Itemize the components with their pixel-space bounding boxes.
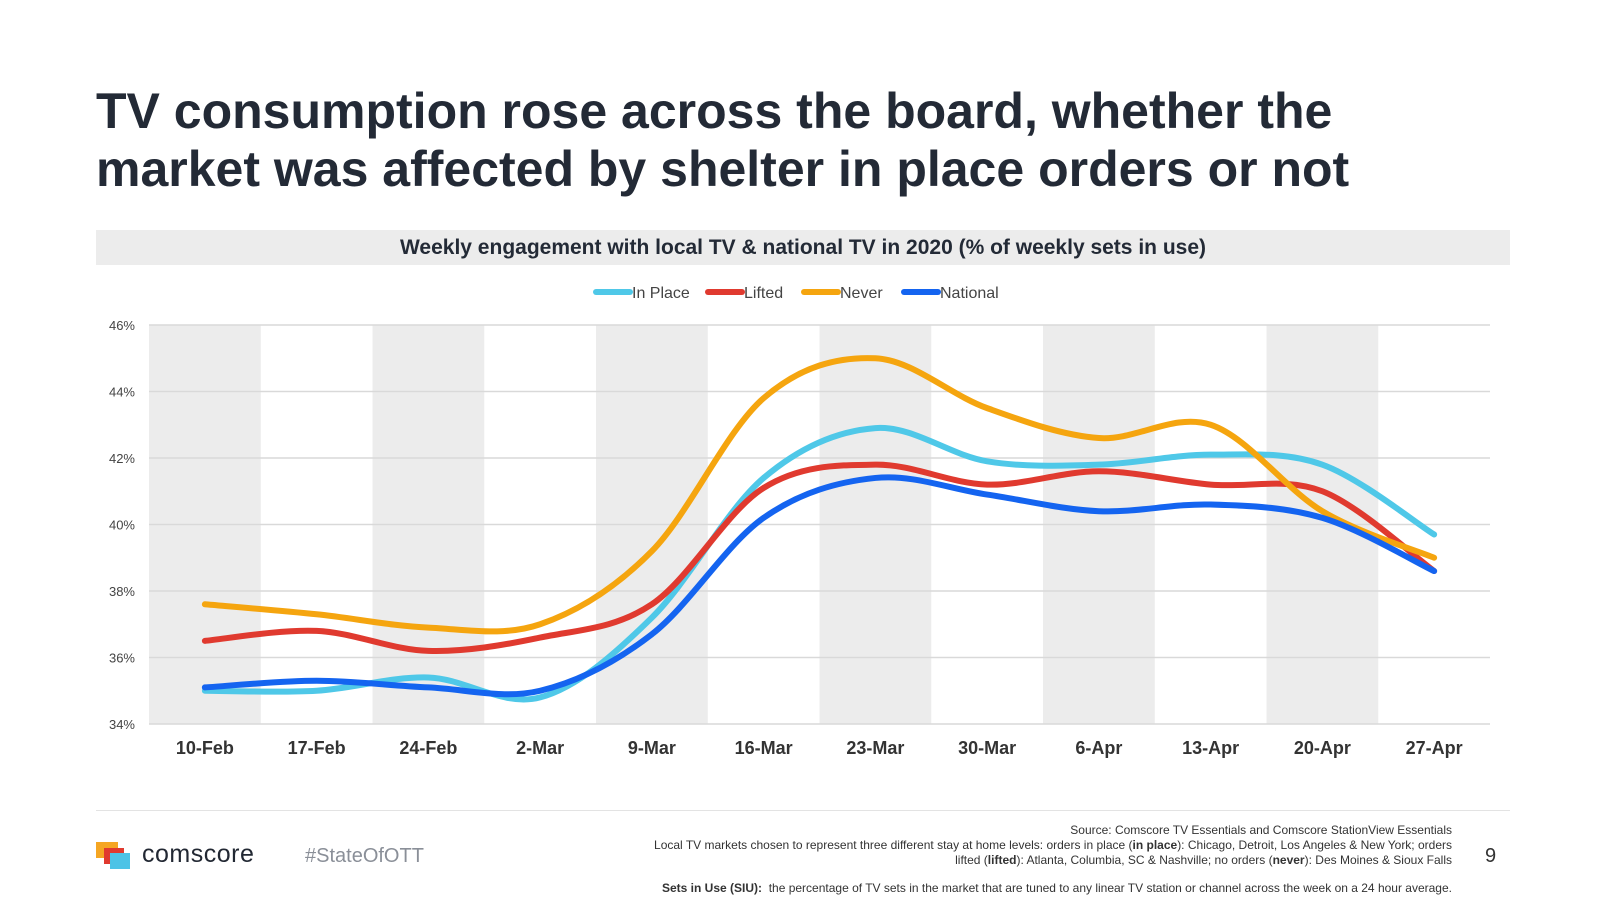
slide-title-line-2: market was affected by shelter in place … (96, 141, 1350, 197)
x-tick-label: 23-Mar (846, 738, 904, 758)
siu-definition: Sets in Use (SIU): the percentage of TV … (661, 881, 1452, 895)
legend-label: Never (840, 285, 883, 302)
x-tick-label: 10-Feb (176, 738, 234, 758)
legend-label: In Place (632, 285, 690, 302)
x-tick-label: 17-Feb (288, 738, 346, 758)
page-number: 9 (1485, 845, 1497, 867)
y-tick-label: 36% (109, 651, 135, 666)
legend-label: National (940, 285, 999, 302)
source-notes: Source: Comscore TV Essentials and Comsc… (552, 823, 1452, 868)
series-line-never (201, 355, 1438, 635)
x-tick-label: 30-Mar (958, 738, 1016, 758)
legend-label: Lifted (744, 285, 783, 302)
slide-title: TV consumption rose across the board, wh… (96, 82, 1516, 198)
series-line-national (201, 474, 1438, 698)
x-tick-label: 9-Mar (628, 738, 676, 758)
x-tick-label: 13-Apr (1182, 738, 1239, 758)
x-tick-label: 20-Apr (1294, 738, 1351, 758)
slide-title-line-1: TV consumption rose across the board, wh… (96, 83, 1333, 139)
note-line-1: Local TV markets chosen to represent thr… (654, 838, 1452, 852)
y-tick-label: 44% (109, 385, 135, 400)
line-chart: 34% 36% 38% 40% 42% 44% 46% 10-Feb 17-Feb 24-Feb 2… (109, 285, 1490, 758)
comscore-logo-icon (96, 842, 130, 869)
chart-title: Weekly engagement with local TV & nation… (96, 230, 1510, 265)
series-line-in-place (201, 425, 1438, 703)
y-tick-label: 34% (109, 717, 135, 732)
x-tick-label: 16-Mar (735, 738, 793, 758)
x-tick-label: 2-Mar (516, 738, 564, 758)
footer-divider (96, 810, 1510, 811)
y-tick-label: 40% (109, 518, 135, 533)
hashtag: #StateOfOTT (305, 845, 424, 867)
series-line-lifted (201, 461, 1438, 654)
y-tick-label: 38% (109, 584, 135, 599)
note-line-2: lifted (lifted): Atlanta, Columbia, SC &… (955, 853, 1452, 867)
source-line: Source: Comscore TV Essentials and Comsc… (1070, 823, 1452, 837)
x-tick-label: 27-Apr (1406, 738, 1463, 758)
y-tick-label: 46% (109, 318, 135, 333)
x-tick-label: 24-Feb (399, 738, 457, 758)
x-tick-label: 6-Apr (1075, 738, 1122, 758)
y-tick-label: 42% (109, 451, 135, 466)
brand-name: comscore (142, 840, 255, 868)
